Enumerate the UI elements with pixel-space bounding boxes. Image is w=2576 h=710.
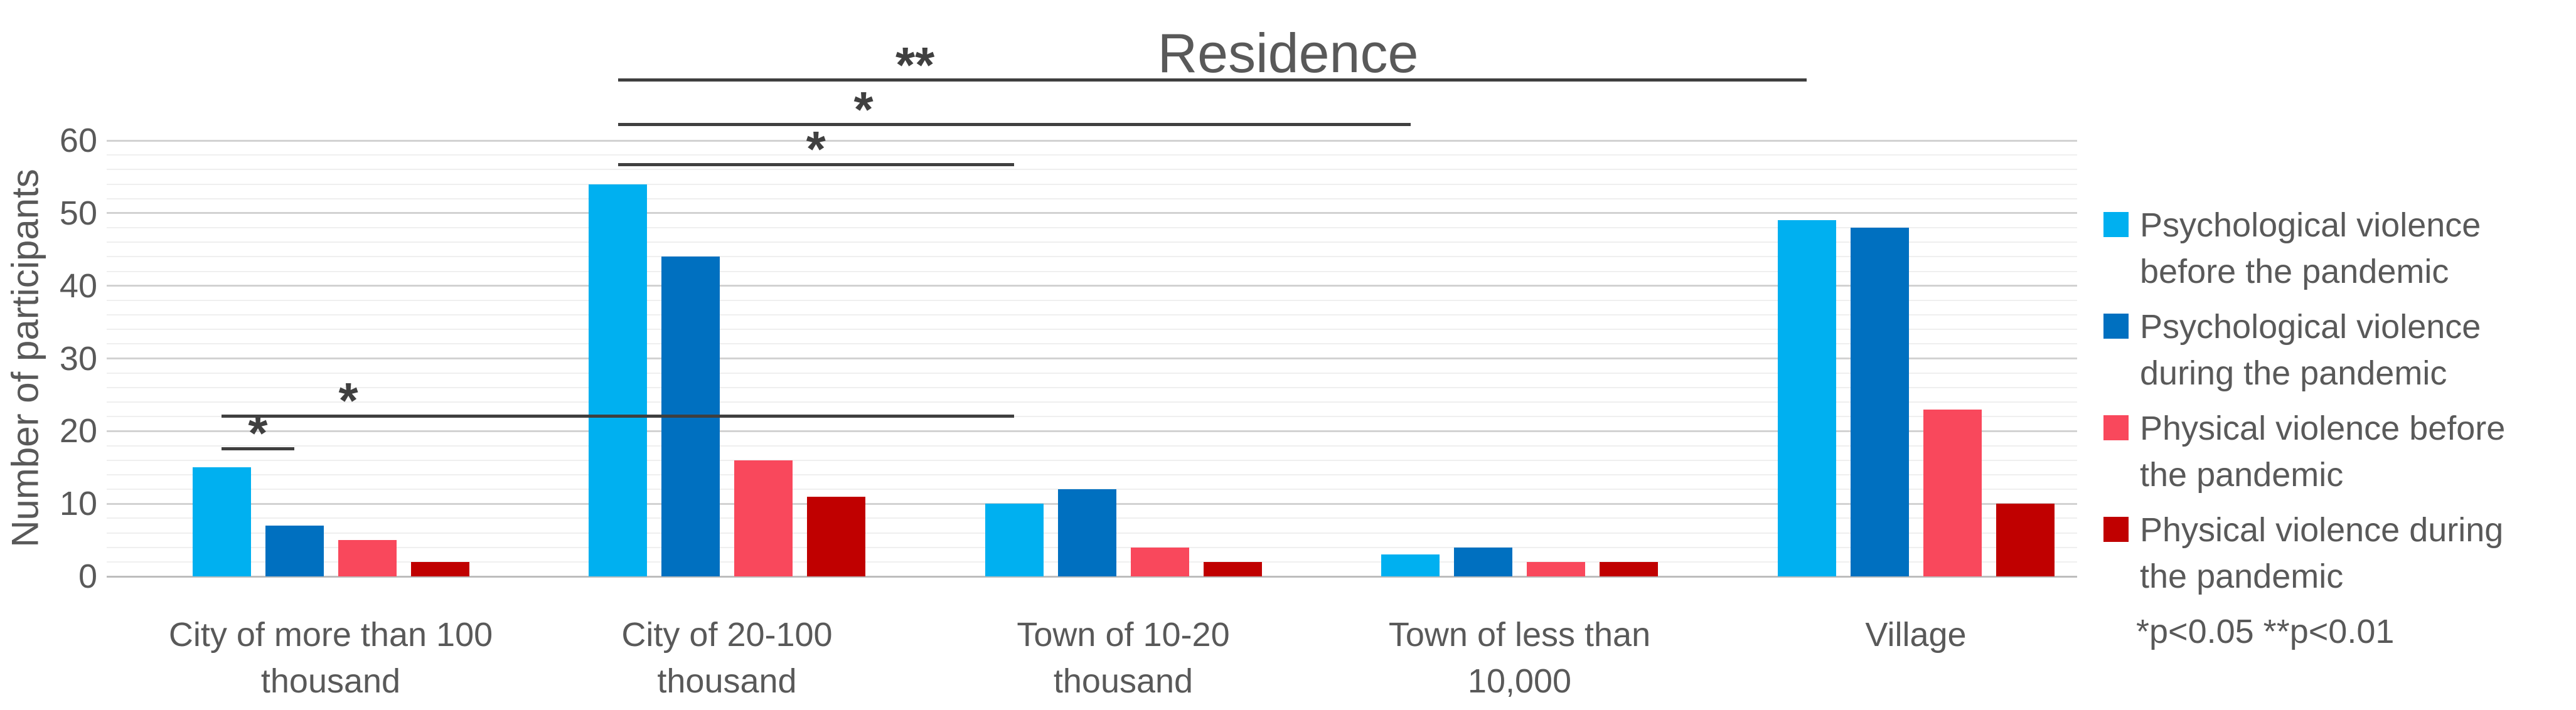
legend-entries: Psychological violence before the pandem… bbox=[2103, 202, 2576, 600]
category-label: City of more than 100 thousand bbox=[168, 616, 493, 700]
significance-bracket-line bbox=[617, 123, 1411, 127]
legend: Psychological violence before the pandem… bbox=[2103, 202, 2576, 655]
bar bbox=[1923, 409, 1982, 576]
bar bbox=[1203, 561, 1262, 576]
bar bbox=[1130, 547, 1189, 576]
legend-entry: Physical violence before the pandemic bbox=[2103, 405, 2576, 498]
significance-bracket-line bbox=[617, 162, 1014, 166]
significance-bracket-line bbox=[617, 78, 1807, 82]
bar bbox=[1777, 220, 1836, 576]
minor-gridline bbox=[107, 154, 2077, 156]
legend-entry-label: Psychological violence during the pandem… bbox=[2140, 308, 2481, 392]
bar bbox=[192, 467, 251, 576]
legend-entry: Physical violence during the pandemic bbox=[2103, 507, 2576, 600]
minor-gridline bbox=[107, 198, 2077, 199]
major-gridline bbox=[107, 430, 2077, 432]
legend-entry-label: Physical violence during the pandemic bbox=[2140, 511, 2504, 595]
major-gridline bbox=[107, 139, 2077, 142]
y-tick-label: 10 bbox=[59, 485, 97, 523]
bar bbox=[1527, 561, 1585, 576]
bar bbox=[1996, 504, 2055, 576]
bar bbox=[734, 460, 793, 576]
bar bbox=[807, 496, 865, 576]
legend-entry: Psychological violence before the pandem… bbox=[2103, 202, 2576, 295]
minor-gridline bbox=[107, 474, 2077, 475]
bar bbox=[1057, 489, 1116, 576]
minor-gridline bbox=[107, 343, 2077, 345]
bar bbox=[589, 184, 647, 576]
minor-gridline bbox=[107, 270, 2077, 272]
minor-gridline bbox=[107, 241, 2077, 243]
y-tick-label: 60 bbox=[59, 122, 97, 159]
y-axis-title: Number of participants bbox=[4, 169, 46, 548]
bar bbox=[410, 561, 469, 576]
y-tick-label: 40 bbox=[59, 267, 97, 305]
y-tick-label: 30 bbox=[59, 339, 97, 378]
category-label: Town of less than 10,000 bbox=[1388, 616, 1651, 700]
bar bbox=[1600, 561, 1658, 576]
significance-bracket-label: * bbox=[806, 121, 826, 178]
significance-note: *p<0.05 **p<0.01 bbox=[2136, 613, 2395, 650]
bar bbox=[1381, 554, 1440, 576]
minor-gridline bbox=[107, 416, 2077, 418]
x-axis-baseline bbox=[107, 575, 2077, 578]
legend-swatch-icon bbox=[2103, 212, 2129, 237]
minor-gridline bbox=[107, 401, 2077, 403]
legend-entry-label: Physical violence before the pandemic bbox=[2140, 410, 2506, 494]
bar bbox=[985, 504, 1044, 576]
significance-bracket-label: * bbox=[338, 373, 358, 428]
significance-bracket-line bbox=[222, 447, 294, 450]
bar bbox=[1850, 228, 1909, 576]
minor-gridline bbox=[107, 256, 2077, 258]
minor-gridline bbox=[107, 329, 2077, 331]
minor-gridline bbox=[107, 169, 2077, 171]
y-tick-label: 20 bbox=[59, 412, 97, 450]
category-label: Town of 10-20 thousand bbox=[1017, 616, 1230, 700]
legend-swatch-icon bbox=[2103, 517, 2129, 542]
minor-gridline bbox=[107, 445, 2077, 447]
legend-swatch-icon bbox=[2103, 415, 2129, 440]
major-gridline bbox=[107, 358, 2077, 359]
legend-entry: Psychological violence during the pandem… bbox=[2103, 304, 2576, 396]
minor-gridline bbox=[107, 183, 2077, 185]
chart-title: Residence bbox=[1157, 22, 1419, 84]
category-label: Village bbox=[1865, 616, 1967, 654]
bar bbox=[1454, 547, 1512, 576]
major-gridline bbox=[107, 285, 2077, 287]
bar bbox=[338, 540, 397, 576]
minor-gridline bbox=[107, 299, 2077, 301]
y-tick-label: 50 bbox=[59, 194, 97, 232]
legend-entry-label: Psychological violence before the pandem… bbox=[2140, 206, 2481, 290]
major-gridline bbox=[107, 212, 2077, 215]
minor-gridline bbox=[107, 459, 2077, 461]
significance-bracket-label: ** bbox=[895, 36, 935, 93]
legend-swatch-icon bbox=[2103, 314, 2129, 339]
minor-gridline bbox=[107, 386, 2077, 388]
minor-gridline bbox=[107, 314, 2077, 315]
bar bbox=[265, 525, 324, 576]
significance-bracket-label: * bbox=[853, 81, 874, 137]
minor-gridline bbox=[107, 372, 2077, 374]
significance-bracket-label: * bbox=[248, 405, 268, 462]
category-label: City of 20-100 thousand bbox=[621, 616, 833, 700]
y-tick-label: 0 bbox=[78, 558, 97, 595]
significance-bracket-line bbox=[222, 414, 1014, 418]
minor-gridline bbox=[107, 227, 2077, 228]
